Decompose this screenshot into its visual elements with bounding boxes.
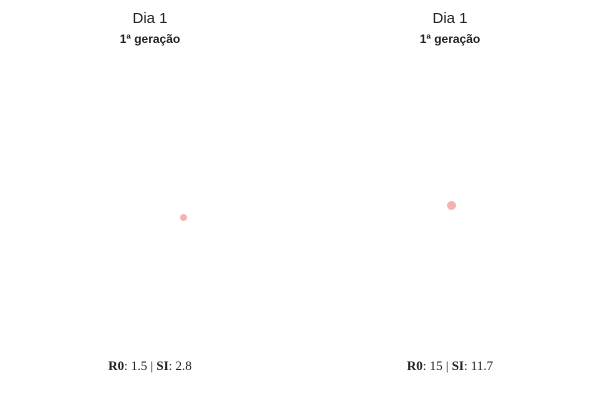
si-value: 11.7 [470, 358, 494, 373]
r0-separator: : [422, 358, 430, 373]
infected-dot [180, 214, 187, 221]
si-value: 2.8 [175, 358, 192, 373]
panel-header: Dia 1 1ª geração [300, 10, 600, 46]
r0-separator: : [124, 358, 131, 373]
r0-value: 1.5 [130, 358, 148, 373]
si-label: SI [451, 358, 464, 373]
parameters-readout: R0: 15 | SI: 11.7 [300, 358, 600, 374]
panel-header: Dia 1 1ª geração [0, 10, 300, 46]
day-title: Dia 1 [432, 10, 468, 27]
r0-label: R0 [406, 358, 423, 373]
generation-subtitle: 1ª geração [119, 32, 181, 46]
si-label: SI [156, 358, 169, 373]
generation-subtitle: 1ª geração [419, 32, 481, 46]
parameters-readout: R0: 1.5 | SI: 2.8 [0, 358, 300, 374]
day-title: Dia 1 [132, 10, 168, 27]
stats-divider: | [442, 358, 452, 373]
si-separator: : [464, 358, 471, 373]
infected-dot [447, 201, 456, 210]
si-separator: : [168, 358, 176, 373]
r0-value: 15 [429, 358, 443, 373]
simulation-panel-right: Dia 1 1ª geração R0: 15 | SI: 11.7 [300, 0, 600, 400]
simulation-panel-left: Dia 1 1ª geração R0: 1.5 | SI: 2.8 [0, 10, 300, 374]
stats-divider: | [147, 358, 157, 373]
r0-label: R0 [108, 358, 125, 373]
